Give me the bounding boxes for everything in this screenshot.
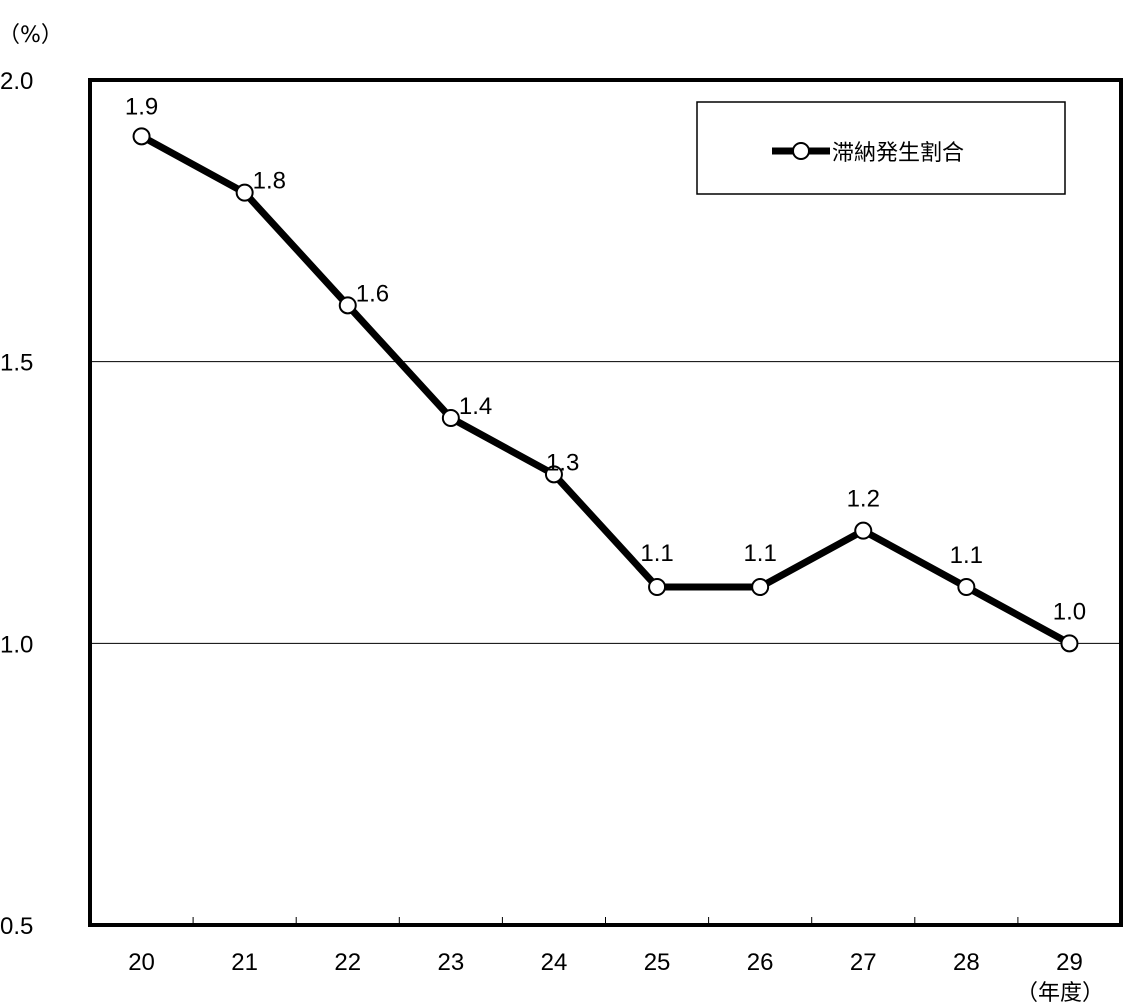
data-point-23 [441, 409, 460, 427]
series-line [139, 133, 1072, 647]
data-point-20 [132, 127, 151, 146]
data-point-22 [338, 296, 357, 315]
x-axis-ticks: 20 21 22 23 24 25 26 27 28 29 [128, 917, 1083, 976]
legend-box [696, 101, 1066, 195]
data-label-25: 1.1 [640, 540, 673, 567]
data-label-28: 1.1 [950, 542, 983, 569]
data-label-29: 1.0 [1053, 598, 1086, 625]
data-label-24: 1.3 [546, 449, 579, 476]
y-axis-ticks: 0.5 1.0 1.5 2.0 [0, 68, 33, 940]
data-label-20: 1.9 [125, 93, 158, 120]
data-labels: 1.9 1.8 1.6 1.4 1.3 1.1 1.1 1.2 1.1 1.0 [125, 93, 1086, 625]
x-tick-label-29: 29 [1056, 949, 1083, 976]
x-tick-label-26: 26 [747, 949, 774, 976]
data-label-26: 1.1 [743, 540, 776, 567]
data-point-27 [854, 521, 873, 540]
data-point-28 [957, 578, 976, 596]
y-tick-label-1.5: 1.5 [0, 350, 33, 377]
x-tick-label-23: 23 [437, 949, 464, 976]
data-point-24 [544, 465, 563, 484]
plot-area-frame [88, 78, 1123, 927]
data-point-21 [235, 183, 254, 202]
x-tick-label-22: 22 [334, 949, 361, 976]
legend-marker-swatch [792, 142, 810, 160]
y-axis-unit: （%） [0, 23, 63, 48]
y-tick-label-1.0: 1.0 [0, 631, 33, 658]
x-tick-label-20: 20 [128, 949, 155, 976]
x-tick-label-28: 28 [953, 949, 980, 976]
data-point-26 [751, 578, 770, 596]
x-axis-unit: （年度） [1016, 981, 1104, 1005]
series-滞納発生割合 [132, 127, 1079, 653]
data-label-22: 1.6 [356, 280, 389, 307]
data-point-29 [1060, 634, 1079, 653]
x-tick-label-25: 25 [644, 949, 671, 976]
y-tick-label-0.5: 0.5 [0, 913, 33, 940]
data-point-25 [648, 578, 667, 596]
y-tick-label-2.0: 2.0 [0, 68, 33, 95]
x-tick-label-24: 24 [541, 949, 568, 976]
legend-label: 滞納発生割合 [832, 141, 964, 166]
data-label-23: 1.4 [459, 393, 492, 420]
x-tick-label-21: 21 [231, 949, 258, 976]
data-label-27: 1.2 [847, 486, 880, 513]
x-tick-label-27: 27 [850, 949, 877, 976]
legend: 滞納発生割合 [696, 101, 1066, 195]
data-label-21: 1.8 [253, 168, 286, 195]
grid-lines [90, 361, 1121, 644]
